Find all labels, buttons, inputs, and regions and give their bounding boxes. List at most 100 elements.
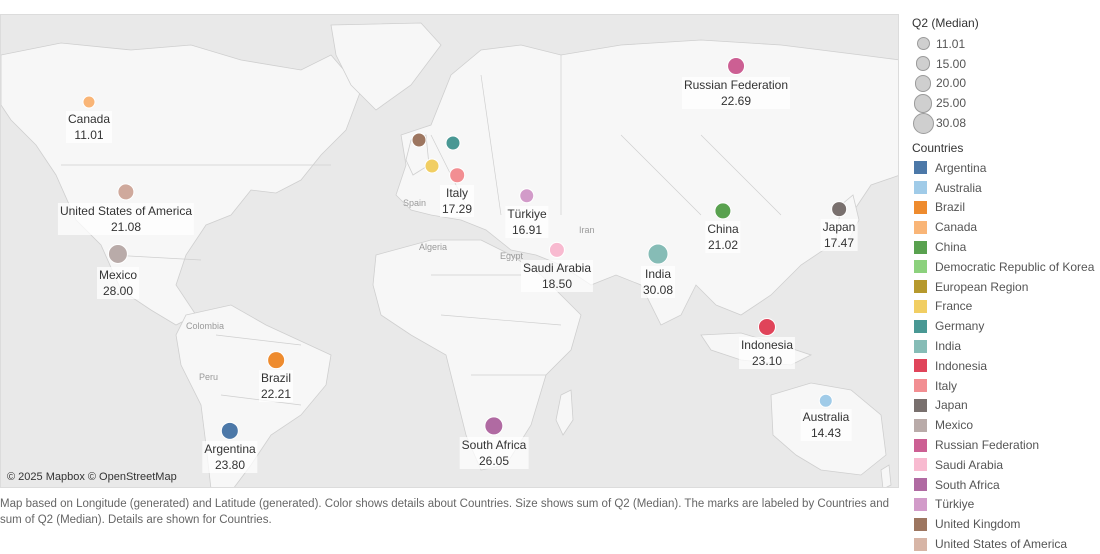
map-panel[interactable]: Spain Algeria Egypt Iran Colombia Peru C… xyxy=(0,14,899,488)
mark-value: 21.02 xyxy=(707,238,739,252)
color-swatch xyxy=(914,359,927,373)
color-legend: Argentina Australia Brazil Canada China Democ… xyxy=(912,158,1100,554)
size-legend-circle xyxy=(915,56,931,72)
map-caption: Map based on Longitude (generated) and L… xyxy=(0,498,889,526)
color-legend-item[interactable]: Saudi Arabia xyxy=(912,455,1100,475)
size-legend-label: 15.00 xyxy=(936,56,967,71)
map-mark-label: Argentina 23.80 xyxy=(202,441,258,473)
color-legend-item[interactable]: United States of America xyxy=(912,534,1100,554)
map-mark-label: Brazil 22.21 xyxy=(258,370,294,402)
color-swatch xyxy=(914,260,927,274)
color-legend-label: United Kingdom xyxy=(935,517,1021,532)
size-legend-label: 20.00 xyxy=(936,76,967,91)
basemap-label: Spain xyxy=(403,198,427,208)
greenland-landmass xyxy=(330,22,442,111)
color-swatch xyxy=(914,478,927,492)
map-mark[interactable] xyxy=(411,132,427,148)
color-legend-label: Türkiye xyxy=(935,497,975,512)
map-mark[interactable] xyxy=(449,167,465,183)
mark-country-name: Japan xyxy=(822,220,856,234)
basemap-label: Iran xyxy=(579,225,595,235)
color-legend-item[interactable]: Türkiye xyxy=(912,495,1100,515)
map-mark[interactable] xyxy=(818,393,834,409)
color-legend-item[interactable]: Japan xyxy=(912,396,1100,416)
map-mark[interactable] xyxy=(714,202,732,220)
color-swatch xyxy=(914,299,927,313)
mark-country-name: Türkiye xyxy=(507,207,547,221)
map-mark-label: Italy 17.29 xyxy=(439,185,475,217)
mark-value: 23.10 xyxy=(751,354,783,368)
size-legend-title: Q2 (Median) xyxy=(912,16,979,30)
mark-country-name: Australia xyxy=(802,410,850,424)
map-mark[interactable] xyxy=(107,243,129,265)
mark-country-name: Canada xyxy=(67,112,111,126)
color-legend-label: United States of America xyxy=(935,537,1068,552)
map-mark[interactable] xyxy=(445,135,461,151)
mark-country-name: China xyxy=(707,222,739,236)
map-mark-label: India 30.08 xyxy=(640,266,676,298)
map-mark[interactable] xyxy=(424,158,440,174)
color-legend-item[interactable]: Argentina xyxy=(912,158,1100,178)
map-mark[interactable] xyxy=(519,188,535,204)
map-mark[interactable] xyxy=(831,201,847,217)
map-mark[interactable] xyxy=(548,241,566,259)
mark-country-name: South Africa xyxy=(461,438,527,452)
color-legend-item[interactable]: France xyxy=(912,297,1100,317)
size-legend-label: 30.08 xyxy=(936,116,967,131)
color-legend-item[interactable]: Germany xyxy=(912,316,1100,336)
size-legend: 11.01 15.00 20.00 25.00 30.08 xyxy=(912,34,1100,134)
map-mark[interactable] xyxy=(82,95,96,109)
color-legend-item[interactable]: United Kingdom xyxy=(912,514,1100,534)
size-legend-circle xyxy=(914,75,932,92)
mark-country-name: Russian Federation xyxy=(683,78,789,92)
color-legend-label: Russian Federation xyxy=(935,438,1040,453)
color-legend-item[interactable]: Mexico xyxy=(912,415,1100,435)
map-mark-label: China 21.02 xyxy=(705,221,741,253)
mark-value: 17.29 xyxy=(441,202,473,216)
color-legend-label: Australia xyxy=(935,180,982,195)
mark-country-name: Argentina xyxy=(204,442,256,456)
color-legend-item[interactable]: Italy xyxy=(912,376,1100,396)
color-legend-item[interactable]: Indonesia xyxy=(912,356,1100,376)
mark-country-name: India xyxy=(644,267,672,281)
mark-value: 30.08 xyxy=(642,283,674,297)
map-mark[interactable] xyxy=(117,183,135,201)
color-legend-label: China xyxy=(935,240,967,255)
color-swatch xyxy=(914,240,927,254)
eurasia-landmass xyxy=(395,39,898,326)
map-mark[interactable] xyxy=(220,421,240,441)
color-legend-label: Mexico xyxy=(935,418,974,433)
color-legend-item[interactable]: Russian Federation xyxy=(912,435,1100,455)
color-swatch xyxy=(914,418,927,432)
color-legend-item[interactable]: European Region xyxy=(912,277,1100,297)
mark-country-name: Mexico xyxy=(98,268,138,282)
mark-country-name: Italy xyxy=(445,186,468,200)
map-mark[interactable] xyxy=(727,57,745,75)
basemap-label: Colombia xyxy=(186,321,225,331)
north-america-landmass xyxy=(1,42,362,326)
new-zealand-landmass xyxy=(880,464,892,487)
size-legend-label: 11.01 xyxy=(936,36,966,51)
mark-value: 21.08 xyxy=(110,220,142,234)
map-mark-label: Australia 14.43 xyxy=(800,409,852,441)
color-swatch xyxy=(914,398,927,412)
color-legend-item[interactable]: Brazil xyxy=(912,198,1100,218)
map-mark[interactable] xyxy=(267,351,285,369)
map-mark[interactable] xyxy=(757,317,777,337)
map-mark-label: United States of America 21.08 xyxy=(57,203,195,235)
color-legend-item[interactable]: Australia xyxy=(912,178,1100,198)
color-legend-item[interactable]: South Africa xyxy=(912,475,1100,495)
color-swatch xyxy=(914,280,927,294)
color-swatch xyxy=(914,181,927,195)
color-swatch xyxy=(914,220,927,234)
color-legend-item[interactable]: Democratic Republic of Korea xyxy=(912,257,1100,277)
color-legend-label: Saudi Arabia xyxy=(935,457,1004,472)
color-legend-label: Germany xyxy=(935,319,985,334)
map-mark[interactable] xyxy=(484,416,504,436)
color-legend-item[interactable]: Canada xyxy=(912,217,1100,237)
color-legend-item[interactable]: India xyxy=(912,336,1100,356)
map-mark[interactable] xyxy=(647,243,669,265)
mark-value: 23.80 xyxy=(214,458,246,472)
color-swatch xyxy=(914,517,927,531)
color-legend-item[interactable]: China xyxy=(912,237,1100,257)
